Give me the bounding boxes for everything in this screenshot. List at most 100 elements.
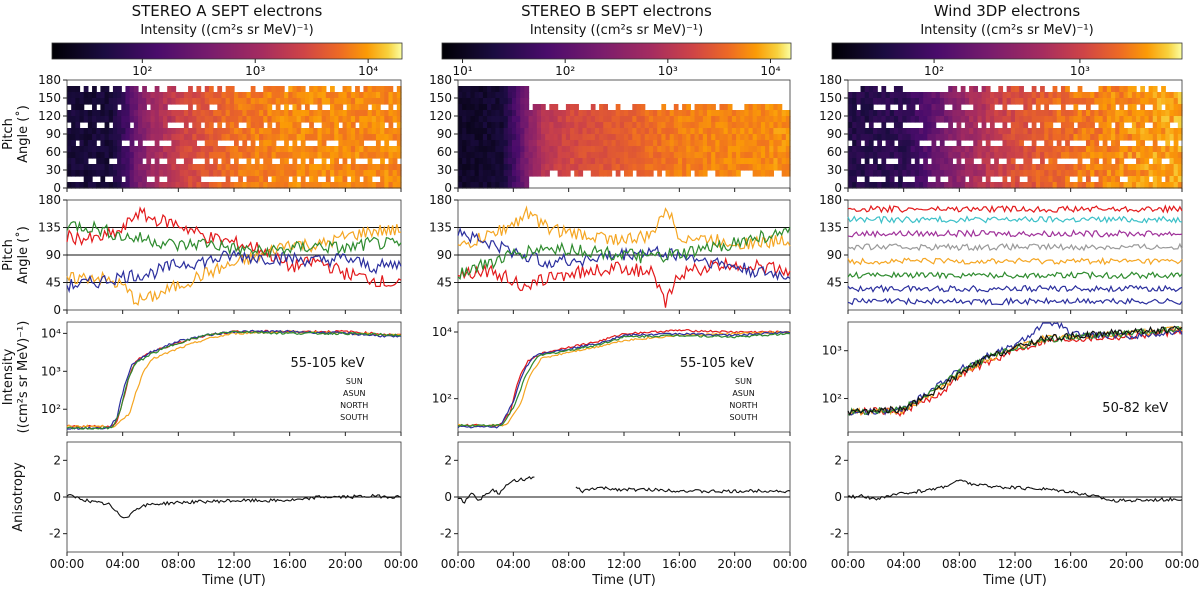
pitch-ylabel-line2: Angle (˚) bbox=[15, 105, 31, 163]
heatmap-cell bbox=[952, 182, 958, 189]
heatmap-cell bbox=[557, 134, 563, 141]
heatmap-cell bbox=[300, 134, 306, 141]
heatmap-cell bbox=[330, 86, 335, 93]
heatmap-cell bbox=[254, 170, 260, 177]
y-tick-label: 10² bbox=[41, 402, 61, 416]
heatmap-cell bbox=[309, 92, 314, 99]
heatmap-cell bbox=[628, 116, 633, 123]
heatmap-cell bbox=[856, 140, 862, 147]
heatmap-cell bbox=[715, 122, 721, 129]
heatmap-cell bbox=[690, 122, 696, 129]
heatmap-cell bbox=[536, 110, 542, 117]
heatmap-cell bbox=[1177, 176, 1183, 183]
heatmap-cell bbox=[154, 170, 160, 177]
heatmap-cell bbox=[977, 116, 983, 123]
heatmap-cell bbox=[781, 164, 787, 171]
heatmap-cell bbox=[79, 182, 85, 189]
heatmap-cell bbox=[1065, 182, 1070, 189]
heatmap-cell bbox=[1048, 158, 1054, 165]
heatmap-cell bbox=[731, 146, 737, 153]
heatmap-cell bbox=[259, 164, 264, 171]
y-tick-label: 0 bbox=[834, 181, 842, 195]
heatmap-cell bbox=[474, 170, 480, 177]
y-tick-label: 120 bbox=[819, 109, 842, 123]
heatmap-cell bbox=[1027, 164, 1033, 171]
heatmap-cell bbox=[848, 128, 853, 135]
heatmap-cell bbox=[1044, 92, 1049, 99]
heatmap-cell bbox=[271, 110, 277, 117]
heatmap-cell bbox=[939, 116, 945, 123]
heatmap-cell bbox=[1085, 152, 1091, 159]
heatmap-cell bbox=[594, 158, 600, 165]
heatmap-cell bbox=[944, 158, 949, 165]
heatmap-cell bbox=[1077, 110, 1083, 117]
heatmap-cell bbox=[939, 170, 945, 177]
heatmap-cell bbox=[1040, 164, 1045, 171]
heatmap-cell bbox=[1023, 152, 1029, 159]
heatmap-cell bbox=[112, 116, 118, 123]
heatmap-cell bbox=[727, 170, 733, 177]
heatmap-cell bbox=[462, 92, 467, 99]
heatmap-cell bbox=[470, 122, 476, 129]
heatmap-cell bbox=[1177, 182, 1183, 189]
heatmap-cell bbox=[756, 158, 762, 165]
heatmap-cell bbox=[380, 152, 385, 159]
heatmap-cell bbox=[142, 92, 147, 99]
heatmap-cell bbox=[487, 128, 492, 135]
heatmap-cell bbox=[599, 170, 604, 177]
heatmap-cell bbox=[541, 104, 546, 111]
heatmap-cell bbox=[375, 104, 381, 111]
x-tick-label: 04:00 bbox=[886, 557, 921, 571]
heatmap-cell bbox=[769, 128, 774, 135]
heatmap-cell bbox=[396, 182, 402, 189]
heatmap-cell bbox=[777, 128, 783, 135]
heatmap-cell bbox=[852, 140, 857, 147]
heatmap-cell bbox=[1002, 176, 1008, 183]
heatmap-cell bbox=[200, 170, 206, 177]
heatmap-cell bbox=[590, 152, 596, 159]
heatmap-cell bbox=[100, 116, 106, 123]
heatmap-cell bbox=[1090, 152, 1095, 159]
heatmap-cell bbox=[736, 110, 741, 117]
heatmap-cell bbox=[1052, 152, 1058, 159]
heatmap-cell bbox=[1156, 182, 1162, 189]
heatmap-cell bbox=[1156, 98, 1162, 105]
heatmap-cell bbox=[503, 176, 509, 183]
pitch-series-gray bbox=[847, 242, 1183, 252]
heatmap-cell bbox=[694, 116, 700, 123]
heatmap-cell bbox=[1048, 170, 1054, 177]
heatmap-cell bbox=[75, 152, 81, 159]
heatmap-cell bbox=[686, 146, 691, 153]
heatmap-cell bbox=[914, 98, 920, 105]
heatmap-cell bbox=[690, 152, 696, 159]
heatmap-cell bbox=[536, 104, 542, 111]
heatmap-cell bbox=[234, 116, 239, 123]
heatmap-cell bbox=[163, 164, 168, 171]
heatmap-cell bbox=[973, 152, 979, 159]
heatmap-cell bbox=[914, 158, 920, 165]
y-tick-label: -2 bbox=[49, 527, 61, 541]
heatmap-cell bbox=[927, 182, 933, 189]
heatmap-cell bbox=[87, 176, 93, 183]
heatmap-cell bbox=[355, 152, 360, 159]
heatmap-cell bbox=[304, 104, 310, 111]
heatmap-cell bbox=[196, 116, 202, 123]
heatmap-cell bbox=[1081, 98, 1087, 105]
heatmap-cell bbox=[462, 86, 467, 93]
heatmap-cell bbox=[350, 128, 356, 135]
heatmap-cell bbox=[300, 170, 306, 177]
heatmap-cell bbox=[503, 110, 509, 117]
heatmap-cell bbox=[877, 128, 882, 135]
heatmap-cell bbox=[346, 104, 352, 111]
heatmap-cell bbox=[267, 128, 273, 135]
heatmap-cell bbox=[267, 146, 273, 153]
heatmap-cell bbox=[520, 146, 525, 153]
heatmap-cell bbox=[196, 128, 202, 135]
heatmap-cell bbox=[371, 116, 377, 123]
heatmap-cell bbox=[246, 146, 252, 153]
intensity-series-black bbox=[847, 325, 1183, 417]
heatmap-cell bbox=[1098, 146, 1104, 153]
heatmap-cell bbox=[470, 170, 476, 177]
heatmap-cell bbox=[607, 140, 613, 147]
heatmap-cell bbox=[969, 86, 974, 93]
